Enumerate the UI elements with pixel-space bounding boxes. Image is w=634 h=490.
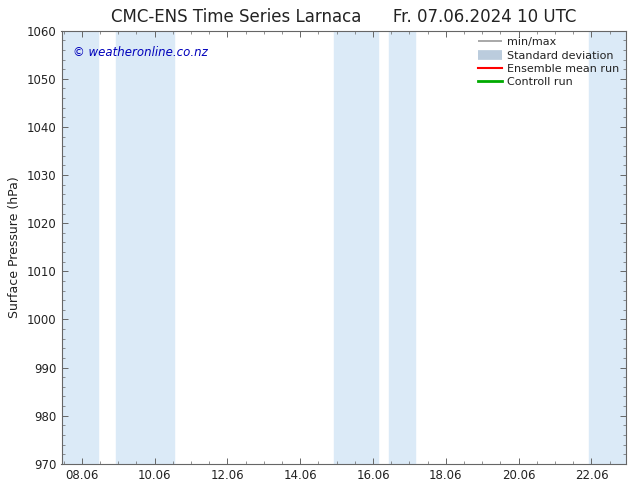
Legend: min/max, Standard deviation, Ensemble mean run, Controll run: min/max, Standard deviation, Ensemble me…: [474, 33, 623, 92]
Title: CMC-ENS Time Series Larnaca      Fr. 07.06.2024 10 UTC: CMC-ENS Time Series Larnaca Fr. 07.06.20…: [111, 8, 576, 26]
Bar: [389, 31, 415, 464]
Bar: [335, 31, 378, 464]
Text: © weatheronline.co.nz: © weatheronline.co.nz: [73, 46, 207, 59]
Bar: [116, 31, 174, 464]
Y-axis label: Surface Pressure (hPa): Surface Pressure (hPa): [8, 176, 22, 318]
Bar: [589, 31, 626, 464]
Bar: [61, 31, 98, 464]
